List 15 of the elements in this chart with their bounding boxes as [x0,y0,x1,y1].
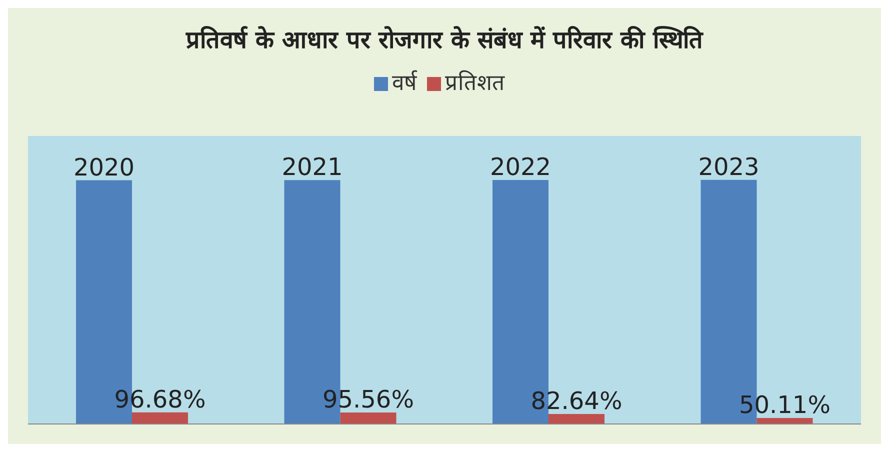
data-label: 2021 [282,153,343,182]
legend-label: प्रतिशत [445,71,505,96]
data-label: 2023 [698,152,760,181]
data-label: 96.68% [114,385,206,414]
bar [548,414,604,424]
legend-label: वर्ष [392,71,417,96]
data-label: 82.64% [530,387,622,416]
data-label: 95.56% [322,385,414,414]
data-label: 2020 [73,153,135,182]
data-label: 50.11% [738,390,831,419]
chart-title: प्रतिवर्ष के आधार पर रोजगार के संबंध में परिवार की स्थिति [184,25,704,56]
bar [340,412,396,424]
data-label: 2022 [490,153,552,182]
bar [132,412,188,424]
bar [756,418,813,424]
